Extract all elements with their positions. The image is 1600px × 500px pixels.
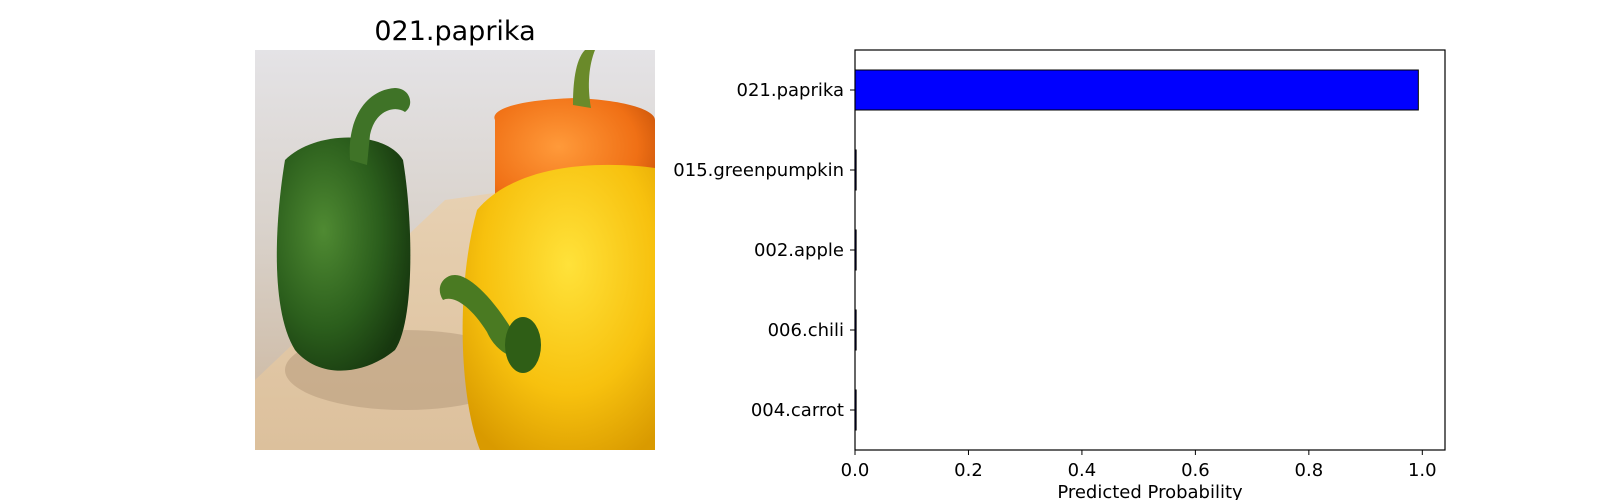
paprika-photo — [255, 50, 655, 450]
bar-paprika — [854, 69, 1419, 111]
y-tick-label: 006.chili — [768, 320, 844, 341]
y-tick-label: 004.carrot — [751, 400, 844, 421]
x-tick-group: 0.0 0.2 0.4 0.6 0.8 1.0 — [841, 450, 1437, 481]
x-tick-label: 0.0 — [841, 460, 870, 481]
x-tick-label: 0.8 — [1295, 460, 1324, 481]
y-tick-group: 021.paprika 015.greenpumpkin 002.apple 006.… — [673, 80, 855, 421]
image-title: 021.paprika — [374, 16, 536, 47]
x-tick-label: 1.0 — [1408, 460, 1437, 481]
y-tick-label: 021.paprika — [737, 80, 845, 101]
x-tick-label: 0.2 — [954, 460, 983, 481]
y-tick-label: 002.apple — [754, 240, 844, 261]
x-tick-label: 0.4 — [1068, 460, 1097, 481]
x-axis-label: Predicted Probability — [1057, 482, 1243, 500]
x-tick-label: 0.6 — [1181, 460, 1210, 481]
y-tick-label: 015.greenpumpkin — [673, 160, 844, 181]
bar-group — [854, 69, 1419, 431]
